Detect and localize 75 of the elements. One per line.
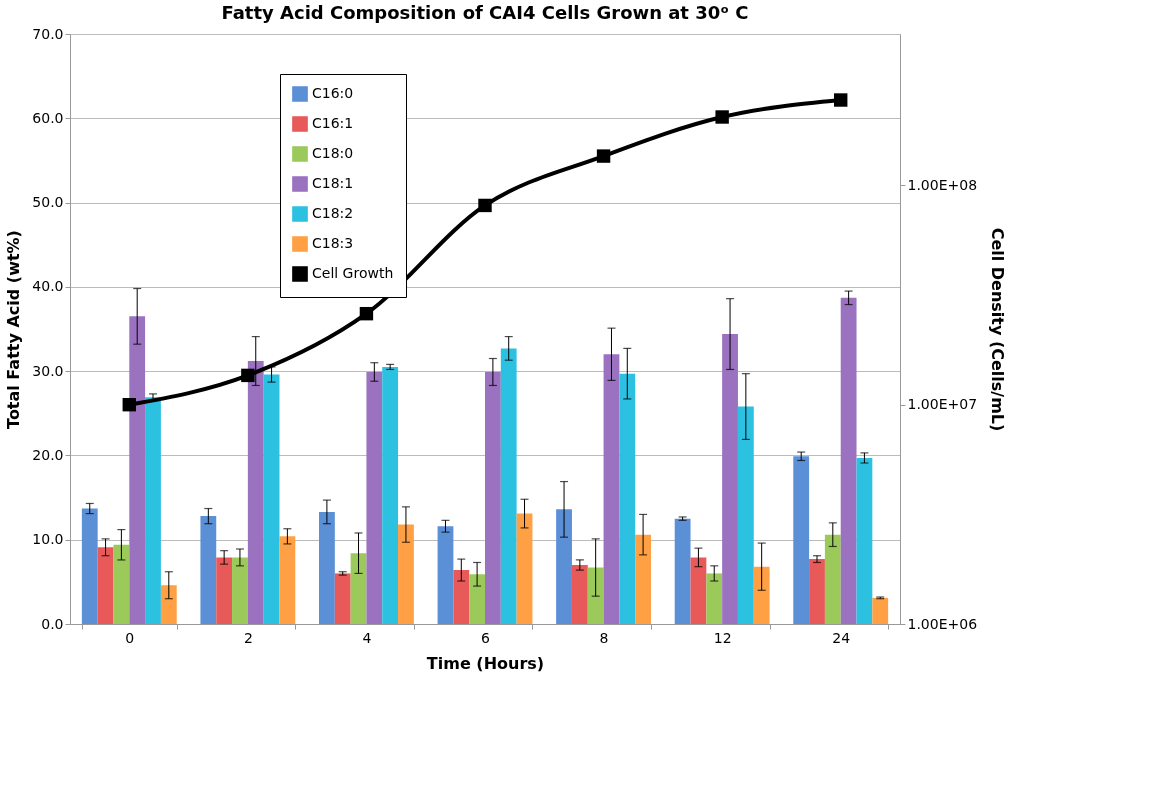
x-tick-label: 6 xyxy=(481,629,491,646)
bar xyxy=(160,585,177,624)
point xyxy=(359,306,374,321)
y-tick-label: 50.0 xyxy=(32,194,64,211)
bar xyxy=(453,570,470,624)
bar xyxy=(334,573,351,624)
point xyxy=(596,149,611,163)
legend-label: C16:1 xyxy=(312,115,354,131)
bar xyxy=(97,547,114,624)
bar xyxy=(232,557,248,624)
bar xyxy=(319,511,335,624)
bar xyxy=(690,557,707,624)
y-tick-label: 70.0 xyxy=(32,25,64,42)
y-tick-label: 10.0 xyxy=(32,531,64,548)
bar xyxy=(856,457,873,624)
bar xyxy=(872,597,889,624)
x-tick-label: 4 xyxy=(362,629,372,646)
y-tick-label: 20.0 xyxy=(32,446,64,463)
bar xyxy=(113,544,130,624)
bar xyxy=(635,534,651,624)
bar xyxy=(674,518,691,624)
bar xyxy=(216,557,233,624)
bar xyxy=(516,513,533,624)
legend-label: C18:0 xyxy=(312,145,354,161)
x-tick-label: 12 xyxy=(713,629,732,646)
y-tick-label: 60.0 xyxy=(32,109,64,126)
y-tick-label: 40.0 xyxy=(32,278,64,295)
x-tick-label: 2 xyxy=(243,629,253,646)
y-tick-label: 0.0 xyxy=(41,615,64,632)
bar xyxy=(437,526,454,624)
bar xyxy=(398,524,414,624)
bar xyxy=(840,297,857,624)
bar xyxy=(485,371,501,624)
bar xyxy=(824,534,841,624)
point xyxy=(715,110,729,124)
legend-label: Cell Growth xyxy=(312,265,394,281)
chart-title: Fatty Acid Composition of CAI4 Cells Grown at 30ᵒ C xyxy=(221,2,749,23)
legend-label: C18:1 xyxy=(312,175,354,191)
bar xyxy=(722,334,738,624)
bar xyxy=(793,456,810,624)
y-tick-label: 30.0 xyxy=(32,362,64,379)
legend-label: C18:2 xyxy=(312,205,354,221)
point xyxy=(241,368,255,383)
x-tick-label: 0 xyxy=(125,629,135,646)
y2-tick-label: 1.00E+08 xyxy=(907,176,978,193)
legend-label: C18:3 xyxy=(312,235,354,251)
x-tick-label: 24 xyxy=(832,629,851,646)
x-axis-title: Time (Hours) xyxy=(426,653,545,673)
bar xyxy=(556,509,572,624)
bar xyxy=(81,508,98,624)
bar xyxy=(500,348,517,624)
bar xyxy=(129,316,146,624)
bar xyxy=(571,565,588,624)
bar xyxy=(737,406,754,624)
bar xyxy=(469,574,485,624)
bar xyxy=(279,536,296,624)
legend-label: C16:0 xyxy=(312,85,354,101)
bar xyxy=(247,361,264,624)
bar xyxy=(200,516,217,624)
bar xyxy=(366,371,383,624)
bar xyxy=(350,553,367,624)
point xyxy=(834,93,848,107)
y2-tick-label: 1.00E+07 xyxy=(907,396,978,413)
bar xyxy=(706,573,723,624)
bar xyxy=(587,567,604,624)
point xyxy=(478,198,492,213)
point xyxy=(122,397,136,412)
x-tick-label: 8 xyxy=(599,629,609,646)
y-axis-title: Total Fatty Acid (wt%) xyxy=(4,230,24,429)
bar xyxy=(753,566,770,624)
y2-tick-label: 1.00E+06 xyxy=(907,615,978,632)
bar xyxy=(619,373,636,624)
y2-axis-title: Cell Density (Cells/mL) xyxy=(988,227,1008,432)
bar xyxy=(603,354,620,624)
bar xyxy=(263,374,280,624)
